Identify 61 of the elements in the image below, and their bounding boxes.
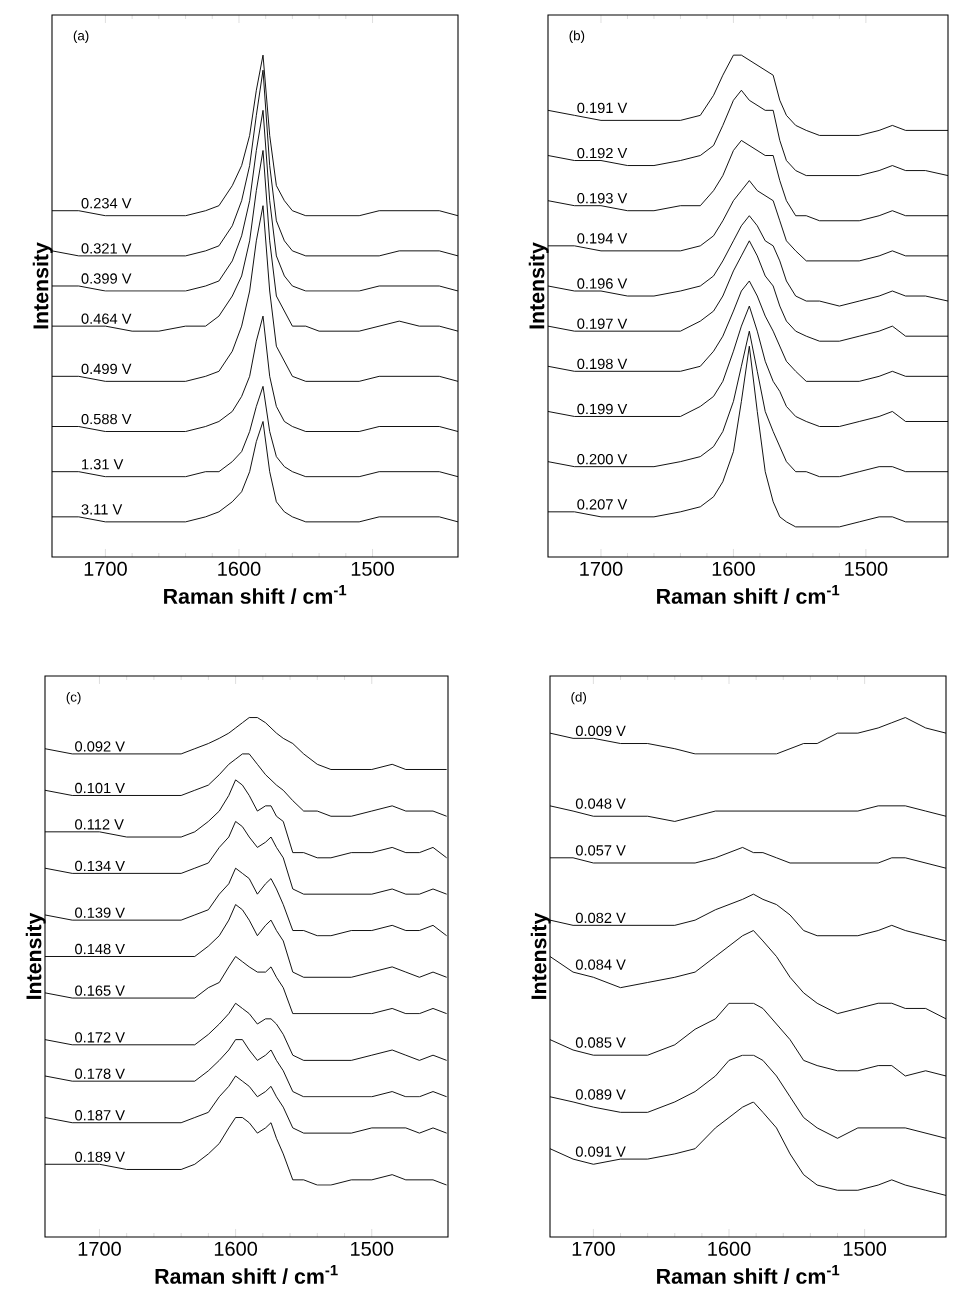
series-label: 0.200 V xyxy=(577,454,628,465)
x-tick-label: 1700 xyxy=(84,561,127,576)
x-tick-label: 1600 xyxy=(712,561,755,576)
y-axis-title: Intensity xyxy=(530,912,551,999)
series-label: 0.207 V xyxy=(577,499,628,510)
series-label: 0.091 V xyxy=(575,1146,626,1157)
x-tick-label: 1700 xyxy=(572,1241,615,1256)
x-axis-title: Raman shift / cm$^{-1}$ xyxy=(164,585,347,605)
x-axis-title: Raman shift / cm$^{-1}$ xyxy=(657,585,840,605)
series-label: 0.172 V xyxy=(75,1032,125,1043)
series-label: 0.192 V xyxy=(577,147,628,159)
series-label: 0.165 V xyxy=(75,985,125,996)
series-label: 0.048 V xyxy=(575,798,626,809)
series-label: 0.197 V xyxy=(577,318,628,329)
series-label: 0.082 V xyxy=(575,912,626,924)
series-label: 0.464 V xyxy=(81,313,132,324)
series-label: 0.499 V xyxy=(81,363,132,375)
series-label: 0.199 V xyxy=(577,403,628,415)
text: (b) xyxy=(569,30,585,43)
series-label: 0.085 V xyxy=(575,1037,626,1048)
series-label: 0.009 V xyxy=(575,725,626,737)
series-label: 0.321 V xyxy=(81,243,132,254)
series-label: 0.189 V xyxy=(75,1151,125,1163)
x-tick-label: 1700 xyxy=(78,1241,121,1256)
x-axis-title: Raman shift / cm$^{-1}$ xyxy=(155,1265,338,1285)
series-label: 0.101 V xyxy=(75,782,125,794)
series-label: 0.194 V xyxy=(577,233,628,244)
series-label: 0.057 V xyxy=(575,845,626,856)
series-label: 1.31 V xyxy=(82,459,124,470)
x-tick-label: 1600 xyxy=(708,1241,751,1256)
series-label: 0.234 V xyxy=(81,198,132,209)
x-axis-title: Raman shift / cm$^{-1}$ xyxy=(657,1265,840,1285)
x-tick-label: 1600 xyxy=(218,561,261,576)
text: (d) xyxy=(571,691,587,705)
series-label: 0.187 V xyxy=(75,1110,125,1121)
x-tick-label: 1500 xyxy=(351,561,394,576)
series-label: 0.139 V xyxy=(75,907,125,918)
series-label: 0.588 V xyxy=(81,413,132,425)
series-label: 3.11 V xyxy=(81,504,123,515)
series-label: 0.198 V xyxy=(577,358,628,370)
y-axis-title: Intensity xyxy=(32,242,53,329)
y-axis-title: Intensity xyxy=(528,242,549,329)
text: (c) xyxy=(66,691,81,705)
text: (a) xyxy=(73,30,89,43)
x-tick-label: 1600 xyxy=(214,1241,258,1256)
series-label: 0.112 V xyxy=(75,819,124,830)
series-label: 0.084 V xyxy=(575,959,626,970)
x-tick-label: 1500 xyxy=(351,1241,394,1256)
series-label: 0.148 V xyxy=(75,943,125,955)
y-axis-title: Intensity xyxy=(25,912,46,999)
series-label: 0.191 V xyxy=(577,102,628,114)
series-label: 0.089 V xyxy=(575,1089,626,1100)
series-label: 0.399 V xyxy=(81,273,132,284)
x-tick-label: 1700 xyxy=(580,561,623,576)
series-label: 0.134 V xyxy=(75,860,125,872)
x-tick-label: 1500 xyxy=(843,1241,887,1256)
x-tick-label: 1500 xyxy=(845,561,888,576)
series-label: 0.193 V xyxy=(577,193,628,204)
series-label: 0.178 V xyxy=(75,1068,125,1079)
series-label: 0.196 V xyxy=(577,278,628,289)
series-label: 0.092 V xyxy=(75,741,125,752)
